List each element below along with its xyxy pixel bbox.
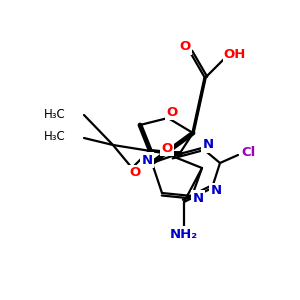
Text: H₃C: H₃C bbox=[44, 130, 66, 143]
Text: H₃C: H₃C bbox=[44, 107, 66, 121]
Text: N: N bbox=[210, 184, 222, 197]
Text: O: O bbox=[161, 142, 172, 154]
Text: O: O bbox=[167, 106, 178, 118]
Text: N: N bbox=[141, 154, 153, 166]
Text: N: N bbox=[202, 139, 214, 152]
Text: O: O bbox=[179, 40, 191, 53]
Text: N: N bbox=[192, 191, 204, 205]
Text: O: O bbox=[129, 167, 141, 179]
Text: Cl: Cl bbox=[241, 146, 255, 160]
Text: OH: OH bbox=[224, 47, 246, 61]
Text: NH₂: NH₂ bbox=[170, 227, 198, 241]
